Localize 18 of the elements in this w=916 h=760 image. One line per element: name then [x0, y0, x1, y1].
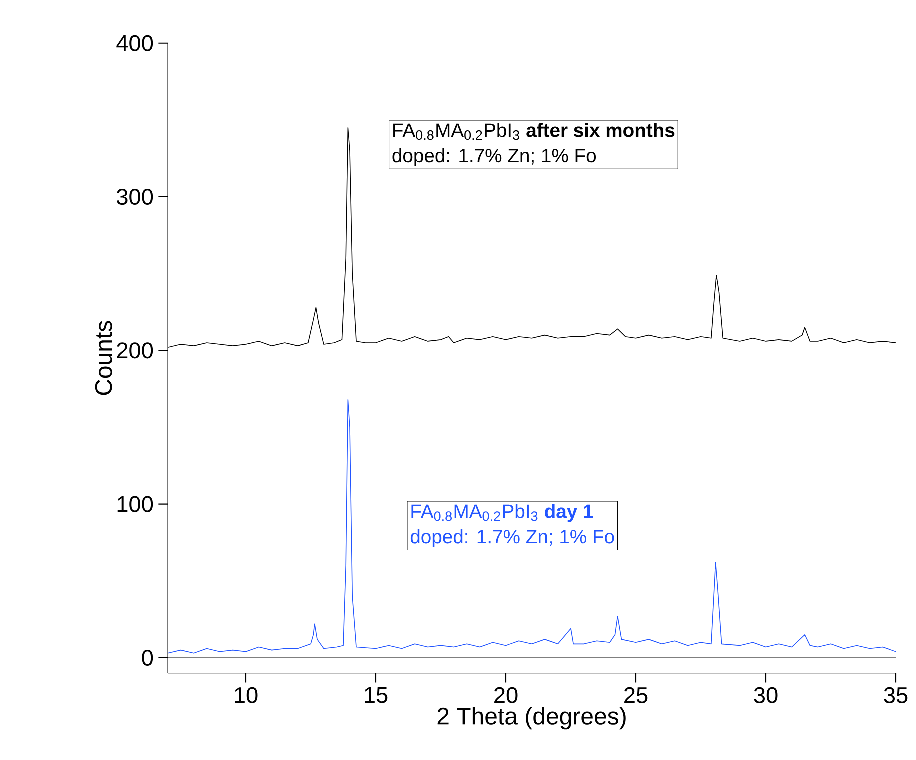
line-series: [168, 399, 896, 654]
x-tick-label: 20: [494, 687, 518, 704]
y-tick-label: 100: [118, 496, 154, 512]
y-tick-label: 400: [116, 35, 154, 52]
x-tick-label: 35: [884, 687, 908, 704]
y-tick-label: 200: [117, 342, 154, 359]
text: FA$_{0.8}$MA$_{0.2}$PbI$_{3}$ day 1: [412, 504, 594, 522]
x-axis-title: 2 Theta (degrees): [438, 707, 626, 730]
x-tick-label: 15: [365, 687, 388, 704]
x-tick-label: 10: [235, 687, 258, 704]
x-tick-label: 30: [754, 687, 778, 704]
text: FA$_{0.8}$MA$_{0.2}$PbI$_{3}$ after six months: [394, 123, 675, 140]
y-tick-label: 300: [116, 188, 154, 206]
y-axis-title: Counts: [95, 321, 112, 396]
annotation: doped: 1.7% Zn; 1% Fo: [410, 530, 614, 548]
annotation: doped: 1.7% Zn; 1% Fo: [392, 148, 596, 166]
y-tick-label: 0: [142, 650, 154, 666]
x-tick-label: 25: [624, 687, 648, 704]
